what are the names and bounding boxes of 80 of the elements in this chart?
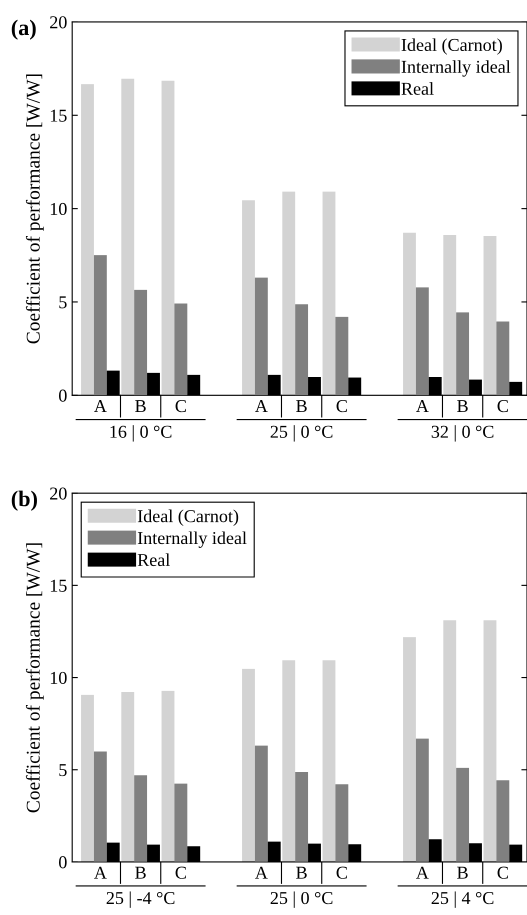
bar: [403, 232, 416, 396]
x-tick-label: A: [416, 400, 429, 412]
legend-label: Ideal (Carnot): [138, 510, 238, 526]
y-tick-label: 0: [59, 390, 67, 402]
bar: [443, 234, 456, 396]
x-tick-label: B: [457, 866, 468, 879]
bar: [81, 84, 94, 396]
bar: [496, 780, 510, 862]
legend-label: Real: [138, 553, 170, 566]
y-tick-label: 15: [50, 110, 67, 122]
x-tick-label: A: [94, 400, 107, 412]
x-tick-label: A: [416, 866, 429, 879]
x-tick-label: B: [296, 400, 307, 412]
x-tick-label: B: [457, 400, 468, 412]
chart-title: (a): [12, 20, 36, 40]
x-tick-label: B: [296, 866, 307, 879]
legend-label: Internally ideal: [138, 531, 247, 548]
bar: [403, 637, 416, 862]
bar: [282, 660, 296, 862]
bar: [134, 775, 148, 862]
y-tick-label: 5: [59, 296, 67, 308]
bar: [416, 738, 429, 862]
y-tick-label: 15: [50, 580, 67, 592]
bar: [94, 751, 107, 862]
x-tick-label: C: [336, 400, 347, 412]
legend-label: Ideal (Carnot): [402, 38, 502, 55]
y-axis-title: Coefficient of performance [W/W]: [26, 543, 44, 812]
x-tick-label: C: [336, 866, 347, 879]
y-tick-label: 10: [50, 202, 67, 216]
bar: [94, 255, 107, 396]
bar: [242, 200, 255, 396]
bar: [416, 287, 429, 396]
text: 25 | 0 °C: [270, 425, 332, 442]
bar: [335, 784, 348, 862]
bar: [254, 746, 268, 862]
bar: [162, 690, 174, 862]
y-tick-label: 20: [50, 487, 67, 500]
x-tick-label: C: [498, 866, 508, 879]
y-tick-label: 0: [59, 856, 67, 868]
text: 25 | -4 °C: [106, 891, 174, 908]
x-tick-label: C: [176, 866, 186, 879]
chart-title: (b): [12, 490, 37, 511]
bar: [496, 322, 510, 396]
bar: [162, 80, 174, 396]
legend-label: Internally ideal: [402, 60, 510, 77]
bar: [295, 304, 308, 396]
bar: [335, 316, 348, 396]
bar: [484, 620, 496, 862]
x-tick-label: B: [135, 400, 146, 412]
x-tick-label: C: [176, 400, 186, 412]
bar: [174, 303, 188, 396]
y-axis-title: Coefficient of performance [W/W]: [26, 74, 44, 344]
bar: [456, 312, 470, 396]
text: 16 | 0 °C: [110, 425, 172, 442]
bar: [121, 78, 134, 396]
x-tick-label: B: [135, 866, 146, 879]
bar: [456, 768, 470, 862]
bar: [134, 290, 148, 396]
x-tick-label: A: [255, 400, 268, 412]
text: 25 | 0 °C: [270, 891, 332, 908]
bar: [174, 784, 188, 862]
bar: [295, 772, 308, 862]
bar: [254, 278, 268, 396]
x-tick-label: A: [255, 866, 268, 879]
bar: [282, 192, 296, 396]
bar: [242, 668, 255, 862]
y-tick-label: 5: [59, 764, 67, 776]
bar: [484, 236, 496, 396]
text: 32 | 0 °C: [432, 425, 494, 442]
y-tick-label: 20: [50, 16, 67, 28]
y-tick-label: 10: [50, 672, 67, 684]
legend-label: Real: [401, 82, 434, 95]
bar: [121, 692, 134, 862]
bar: [443, 620, 456, 862]
bar: [322, 660, 336, 862]
x-tick-label: A: [94, 866, 107, 879]
bar: [322, 192, 336, 396]
bar: [81, 694, 94, 862]
x-tick-label: C: [498, 400, 508, 412]
text: 25 | 4 °C: [432, 891, 494, 908]
